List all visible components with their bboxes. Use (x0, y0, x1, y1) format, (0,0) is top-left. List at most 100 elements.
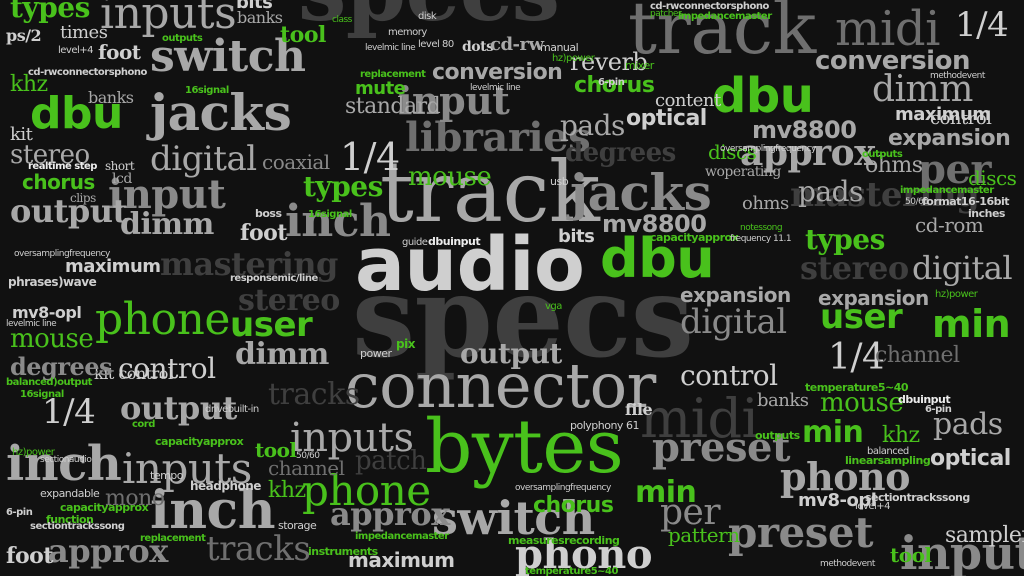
word-ohms-center: ohms (742, 193, 789, 214)
word-dbuinput-right: dbuinput (898, 393, 951, 406)
word-pattern: pattern (668, 523, 740, 547)
word-tool-mid: tool (255, 438, 297, 462)
word-function: function (46, 513, 94, 526)
word-discs-right: discs (968, 166, 1017, 190)
word-optical-top: optical (626, 106, 707, 131)
word-16signal-center: 16signal (308, 209, 352, 220)
word-maximum-right: maximum (895, 104, 991, 125)
word-boss: boss (255, 207, 282, 220)
word-lcd: lcd (112, 171, 132, 187)
word-per-bottom: per (660, 492, 721, 533)
word-inch-center: inch (285, 196, 391, 247)
word-impedancemaster-top: impedancemaster (678, 11, 772, 22)
word-phrases-wave: phrases)wave (8, 275, 97, 289)
word-balanced-output: balanced)output (6, 377, 92, 388)
word-conversion-top: conversion (432, 60, 563, 85)
word-manual: manual (540, 41, 579, 54)
word-outputs-top: outputs (162, 33, 203, 44)
word-banks-right: banks (757, 390, 809, 411)
word-mv8800-top: mv8800 (752, 116, 857, 144)
word-class: class (332, 15, 352, 25)
word-capacityapprox-center: capacityapprox (650, 231, 739, 244)
word-jacks-center: jacks (570, 163, 712, 222)
word-foot-top: foot (98, 40, 141, 64)
word-cord: cord (132, 419, 155, 430)
word-types-right: types (805, 223, 885, 256)
word-audio: audio (355, 222, 585, 308)
word-maximum-left: maximum (65, 256, 161, 277)
word-levelmic-line-center: levelmic line (470, 83, 521, 93)
word-temperature-bottom: temperature5~40 (525, 566, 618, 576)
word-short: short (105, 159, 135, 173)
word-mouse-left: mouse (10, 324, 94, 354)
word-libraries: libraries (405, 114, 591, 161)
word-optical-right: optical (930, 446, 1011, 471)
word-dbu-center: dbu (600, 227, 715, 290)
word-kit-left: kit (10, 124, 33, 145)
word-channel-right: channel (875, 343, 960, 368)
word-dimm-lower: dimm (235, 337, 329, 372)
word-level-4-left: level+4 (58, 45, 94, 56)
word-realtime-step: realtime step (28, 161, 97, 172)
word-input-bottomright: input (900, 526, 1024, 576)
word-instruments: instruments (308, 545, 378, 558)
word-tool-top: tool (280, 22, 326, 48)
word-hz-power-top: hz)power (552, 53, 595, 64)
word-control-right: control (930, 108, 992, 129)
word-track-center: track (380, 143, 600, 241)
word-power: power (360, 347, 392, 360)
word-switch-top: switch (150, 31, 306, 82)
word-foot-bottom: foot (6, 543, 53, 569)
word-preset-low: preset (728, 508, 873, 557)
word-mute: mute (355, 78, 406, 99)
word-mouse-center: mouse (408, 162, 492, 192)
word-polyphony: polyphony 61 (570, 419, 639, 432)
word-hz-power-right: hz)power (935, 289, 978, 300)
word-banks-left: banks (88, 88, 134, 107)
word-dots: dots (462, 39, 494, 55)
word-digital-left: digital (150, 139, 257, 179)
word-pads-right: pads (798, 175, 863, 208)
word-stereo-center: stereo (238, 283, 340, 318)
word-expansion-center: expansion (680, 283, 791, 307)
word-sectiontrackssong-right: sectiontrackssong (865, 491, 970, 504)
word-sampler: sampler (945, 523, 1024, 548)
word-6-pin-top: 6-pin (598, 77, 625, 88)
word-oversamplingfrequency-right: oversamplingfrequency (720, 144, 816, 154)
word-inputs-top: inputs (100, 0, 237, 39)
word-format16-16bit: format16-16bit (922, 195, 1010, 208)
word-cd-rwconnectorsphono-left: cd-rwconnectorsphono (28, 67, 147, 78)
word-ps2: ps/2 (6, 26, 42, 45)
word-coaxial: coaxial (262, 150, 330, 174)
word-output-center: output (460, 337, 562, 370)
word-mv8800-center: mv8800 (602, 210, 707, 238)
word-track-top: track (628, 0, 816, 70)
word-foot-center: foot (240, 220, 287, 246)
word-khz-right: khz (882, 423, 920, 448)
word-methodevent-bottom: methodevent (820, 559, 875, 569)
word-input-left: input (108, 171, 226, 218)
word-user-left: user (230, 305, 313, 345)
word-dbu-left: dbu (30, 88, 123, 139)
word-mastering-left: mastering (160, 245, 338, 283)
word-phone-left: phone (95, 294, 230, 345)
word-digital-center: digital (680, 302, 787, 342)
word-connector: connector (345, 349, 656, 422)
word-outputs-lower: outputs (755, 429, 800, 442)
word-replacement-top: replacement (360, 69, 426, 80)
word-balanced: balanced (867, 446, 909, 457)
word-level-4-right: level+4 (855, 501, 891, 512)
word-impedancemaster-bottom: impedancemaster (355, 531, 449, 542)
word-discs-center: discs (708, 140, 757, 164)
word-min-bottom: min (635, 475, 697, 510)
word-tracks-bottom: tracks (206, 529, 311, 569)
word-cd-rwconnectorsphono-top: cd-rwconnectorsphono (650, 1, 769, 12)
word-approx-right: approx (740, 132, 876, 174)
word-guide: guide (402, 237, 428, 248)
word-expandable: expandable (40, 487, 100, 500)
word-dimm-right: dimm (872, 69, 973, 110)
word-cd-rw: cd-rw (490, 34, 544, 55)
word-oversamplingfrequency-bottom: oversamplingfrequency (515, 483, 611, 493)
word-tracks-center: tracks (268, 377, 360, 412)
word-16signal-left: 16signal (20, 389, 64, 400)
